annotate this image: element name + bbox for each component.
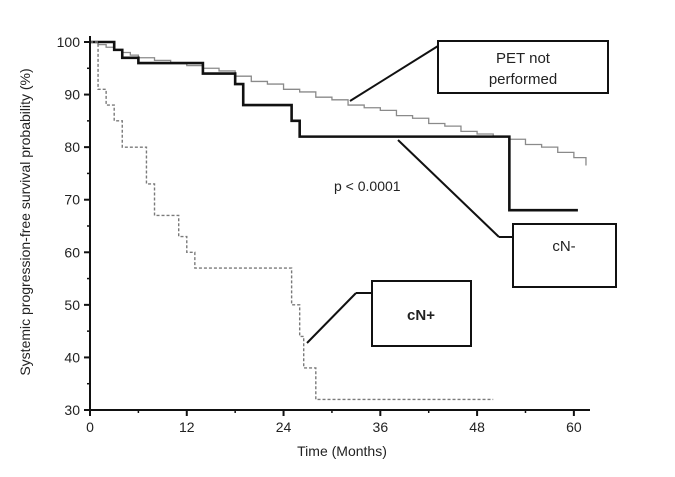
- y-tick-label: 30: [64, 402, 80, 418]
- series-line-2: [90, 41, 494, 401]
- x-tick-label: 36: [373, 419, 389, 435]
- y-tick-label: 100: [57, 34, 81, 50]
- y-tick-label: 70: [64, 192, 80, 208]
- y-tick-label: 60: [64, 244, 80, 260]
- x-tick-label: 24: [276, 419, 292, 435]
- x-axis-ticks: 0 12 24 36 48 60: [86, 410, 582, 435]
- y-axis-ticks: 30 40 50 60 70 80 90 100: [57, 34, 90, 418]
- x-tick-label: 60: [566, 419, 582, 435]
- y-tick-label: 50: [64, 297, 80, 313]
- cn-pos-callout-leader: [306, 292, 357, 344]
- cn-neg-callout-label: cN-: [552, 238, 575, 255]
- cn-pos-callout-label: cN+: [407, 307, 435, 324]
- x-axis-title: Time (Months): [297, 443, 387, 459]
- y-axis-title: Systemic progression-free survival proba…: [17, 68, 33, 375]
- cn-neg-callout-box: [512, 223, 617, 288]
- cn-neg-callout-leader: [397, 139, 500, 238]
- pet-callout-leader: [349, 45, 439, 102]
- p-value-annotation: p < 0.0001: [334, 178, 401, 194]
- series-layer: [90, 40, 587, 401]
- y-tick-label: 90: [64, 87, 80, 103]
- series-line-1: [90, 40, 578, 212]
- x-tick-label: 48: [469, 419, 485, 435]
- y-tick-label: 40: [64, 349, 80, 365]
- cn-pos-callout-box: [371, 280, 472, 347]
- pet-callout-line1: PET not: [496, 50, 551, 67]
- y-tick-label: 80: [64, 139, 80, 155]
- x-tick-label: 12: [179, 419, 195, 435]
- pet-callout-line2: performed: [489, 71, 557, 88]
- x-tick-label: 0: [86, 419, 94, 435]
- pet-callout-box: [437, 40, 609, 94]
